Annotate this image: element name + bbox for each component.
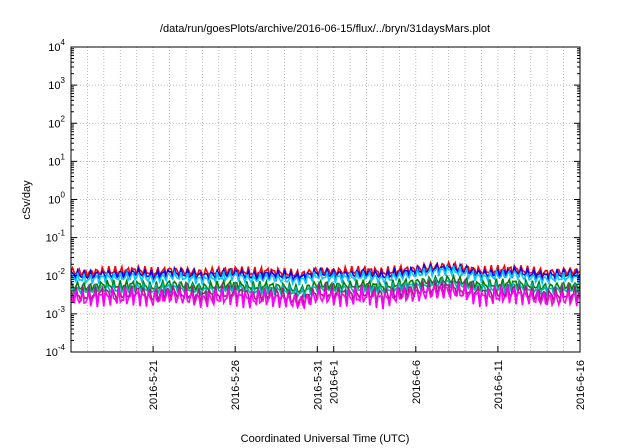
chart-title: /data/run/goesPlots/archive/2016-06-15/f… — [160, 23, 490, 35]
y-tick-label: 104 — [48, 38, 65, 54]
y-tick-label: 102 — [48, 114, 65, 130]
x-tick-label: 2016-5-21 — [148, 360, 160, 410]
y-tick-label: 10-3 — [46, 305, 66, 321]
x-axis-label: Coordinated Universal Time (UTC) — [241, 433, 410, 445]
series-lines — [70, 259, 581, 310]
y-axis-ticks: 10-4 10-3 10-2 10-1 100 101 102 103 104 — [46, 38, 580, 359]
x-tick-label: 2016-6-11 — [493, 360, 505, 409]
x-tick-label: 2016-6-6 — [411, 360, 423, 404]
y-tick-label: 10-4 — [46, 343, 66, 359]
x-tick-label: 2016-6-1 — [329, 360, 341, 404]
y-axis-label: cSv/day — [21, 180, 33, 220]
x-tick-label: 2016-5-26 — [230, 360, 242, 410]
y-tick-label: 101 — [48, 152, 65, 168]
x-tick-label: 2016-5-31 — [312, 360, 324, 410]
series-line — [70, 263, 581, 287]
series-line — [70, 259, 581, 281]
x-tick-label: 2016-6-16 — [575, 360, 587, 410]
y-tick-label: 10-2 — [46, 267, 66, 283]
x-axis-ticks: 2016-5-21 2016-5-26 2016-5-31 2016-6-1 2016-… — [148, 346, 587, 410]
y-tick-label: 10-1 — [46, 229, 66, 245]
series-line — [70, 283, 581, 310]
y-tick-label: 100 — [48, 191, 65, 207]
y-tick-label: 103 — [48, 76, 65, 92]
